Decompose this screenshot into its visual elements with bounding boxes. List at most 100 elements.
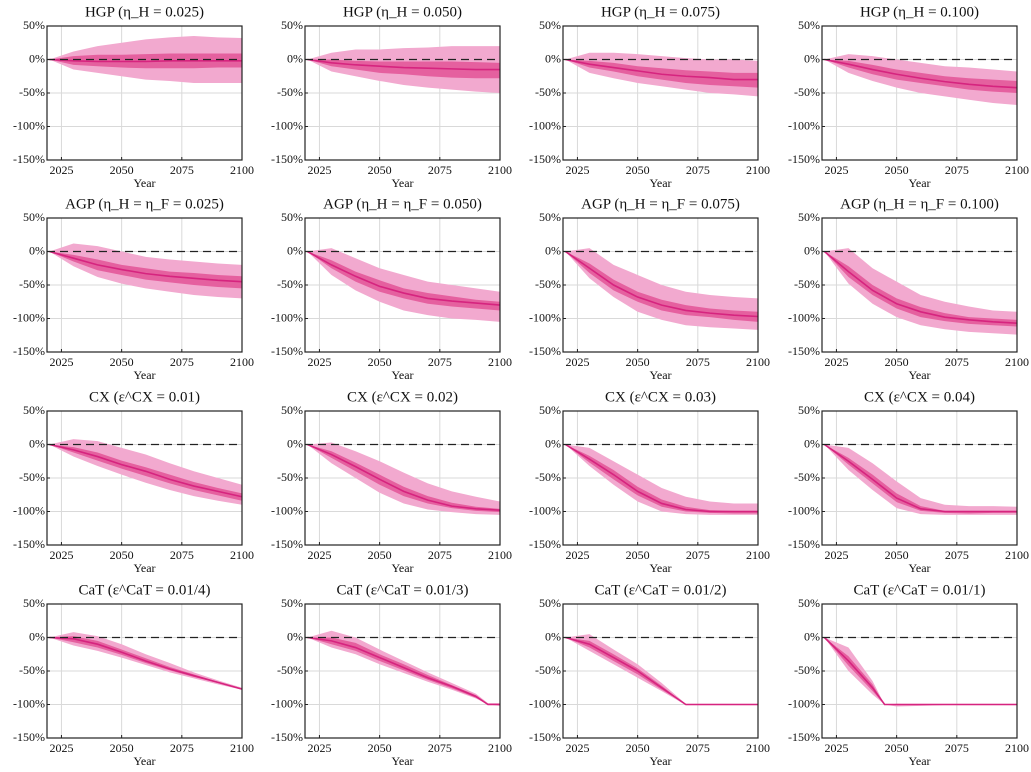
x-tick-label: 2050 bbox=[368, 548, 392, 562]
x-tick-label: 2050 bbox=[626, 163, 650, 177]
y-tick-label: -50% bbox=[794, 663, 820, 677]
y-tick-label: -150% bbox=[13, 344, 45, 358]
y-tick-label: 50% bbox=[798, 210, 820, 224]
x-tick-label: 2075 bbox=[428, 163, 452, 177]
y-tick-label: -100% bbox=[529, 118, 561, 132]
y-tick-label: 0% bbox=[287, 243, 303, 257]
y-tick-label: -100% bbox=[788, 696, 820, 710]
y-tick-label: -150% bbox=[788, 344, 820, 358]
chart-title: CX (ε^CX = 0.03) bbox=[605, 389, 716, 405]
x-tick-label: 2075 bbox=[170, 355, 194, 369]
chart-title: AGP (η_H = η_F = 0.025) bbox=[65, 196, 224, 212]
x-tick-label: 2050 bbox=[885, 355, 909, 369]
x-tick-label: 2025 bbox=[565, 355, 589, 369]
x-tick-label: 2025 bbox=[565, 741, 589, 755]
x-tick-label: 2025 bbox=[565, 163, 589, 177]
y-tick-label: -50% bbox=[794, 470, 820, 484]
y-tick-label: 0% bbox=[545, 243, 561, 257]
x-tick-label: 2075 bbox=[428, 741, 452, 755]
y-tick-label: 50% bbox=[798, 403, 820, 417]
x-tick-label: 2100 bbox=[746, 548, 770, 562]
y-tick-label: -100% bbox=[271, 118, 303, 132]
x-axis-label: Year bbox=[133, 176, 155, 190]
x-tick-label: 2100 bbox=[488, 741, 512, 755]
panel: 2025 2050 2075 2100 50% 0% -50% -100% -150% Year C… bbox=[788, 389, 1029, 574]
chart-title: CX (ε^CX = 0.02) bbox=[347, 389, 458, 405]
x-tick-label: 2050 bbox=[368, 163, 392, 177]
chart-title: HGP (η_H = 0.075) bbox=[601, 4, 720, 20]
y-tick-label: 0% bbox=[545, 629, 561, 643]
y-tick-label: -100% bbox=[13, 310, 45, 324]
band bbox=[565, 444, 758, 514]
y-tick-label: 50% bbox=[281, 18, 303, 32]
band bbox=[307, 444, 500, 513]
x-tick-label: 2025 bbox=[307, 355, 331, 369]
x-tick-label: 2025 bbox=[307, 548, 331, 562]
x-tick-label: 2100 bbox=[230, 741, 254, 755]
y-tick-label: 50% bbox=[281, 403, 303, 417]
x-axis-label: Year bbox=[133, 561, 155, 575]
x-axis-label: Year bbox=[391, 176, 413, 190]
median-line bbox=[823, 250, 1018, 324]
x-tick-label: 2100 bbox=[1005, 548, 1029, 562]
median-line bbox=[49, 636, 243, 690]
y-tick-label: 50% bbox=[23, 403, 45, 417]
panel: 2025 2050 2075 2100 50% 0% -50% -100% -150% Year A… bbox=[271, 196, 512, 381]
panel: 2025 2050 2075 2100 50% 0% -50% -100% -150% Year C… bbox=[529, 582, 770, 767]
panel: 2025 2050 2075 2100 50% 0% -50% -100% -150% Year A… bbox=[13, 196, 254, 381]
median-line bbox=[49, 443, 243, 498]
y-tick-label: -100% bbox=[13, 503, 45, 517]
x-tick-label: 2100 bbox=[488, 355, 512, 369]
x-axis-label: Year bbox=[133, 368, 155, 382]
x-tick-label: 2100 bbox=[230, 355, 254, 369]
x-tick-label: 2050 bbox=[368, 741, 392, 755]
band bbox=[307, 251, 500, 311]
x-axis-label: Year bbox=[908, 368, 930, 382]
band bbox=[307, 637, 500, 706]
panel: 2025 2050 2075 2100 50% 0% -50% -100% -150% Year H… bbox=[788, 4, 1029, 189]
x-tick-label: 2050 bbox=[885, 741, 909, 755]
y-tick-label: 0% bbox=[804, 51, 820, 65]
y-tick-label: -50% bbox=[19, 85, 45, 99]
y-tick-label: -150% bbox=[271, 344, 303, 358]
x-tick-label: 2050 bbox=[110, 355, 134, 369]
x-tick-label: 2050 bbox=[885, 548, 909, 562]
median-line bbox=[565, 58, 758, 81]
x-tick-label: 2075 bbox=[170, 163, 194, 177]
y-tick-label: 50% bbox=[539, 403, 561, 417]
y-tick-label: -50% bbox=[19, 470, 45, 484]
y-tick-label: -50% bbox=[535, 85, 561, 99]
y-tick-label: -100% bbox=[529, 696, 561, 710]
y-tick-label: -50% bbox=[277, 663, 303, 677]
y-tick-label: 0% bbox=[545, 436, 561, 450]
y-tick-label: 0% bbox=[29, 436, 45, 450]
y-tick-label: -150% bbox=[788, 152, 820, 166]
y-tick-label: -150% bbox=[13, 537, 45, 551]
panel: 2025 2050 2075 2100 50% 0% -50% -100% -150% Year C… bbox=[529, 389, 770, 574]
x-axis-label: Year bbox=[908, 754, 930, 768]
x-tick-label: 2100 bbox=[1005, 163, 1029, 177]
x-tick-label: 2100 bbox=[488, 548, 512, 562]
band bbox=[824, 248, 1017, 335]
y-tick-label: -150% bbox=[271, 537, 303, 551]
y-tick-label: -100% bbox=[271, 503, 303, 517]
median-line bbox=[565, 636, 758, 706]
x-tick-label: 2050 bbox=[110, 163, 134, 177]
median-line bbox=[307, 250, 501, 306]
panel: 2025 2050 2075 2100 50% 0% -50% -100% -150% Year A… bbox=[788, 196, 1029, 381]
y-tick-label: -50% bbox=[535, 277, 561, 291]
y-tick-label: 0% bbox=[804, 629, 820, 643]
y-tick-label: -50% bbox=[277, 277, 303, 291]
x-tick-label: 2075 bbox=[945, 741, 969, 755]
y-tick-label: -50% bbox=[19, 663, 45, 677]
x-tick-label: 2050 bbox=[110, 548, 134, 562]
panel: 2025 2050 2075 2100 50% 0% -50% -100% -150% Year C… bbox=[271, 582, 512, 767]
y-tick-label: 50% bbox=[539, 210, 561, 224]
panel: 2025 2050 2075 2100 50% 0% -50% -100% -150% Year C… bbox=[13, 389, 254, 574]
x-tick-label: 2100 bbox=[746, 355, 770, 369]
chart-title: CX (ε^CX = 0.01) bbox=[89, 389, 200, 405]
band bbox=[307, 442, 500, 515]
x-tick-label: 2100 bbox=[1005, 741, 1029, 755]
y-tick-label: 0% bbox=[287, 629, 303, 643]
